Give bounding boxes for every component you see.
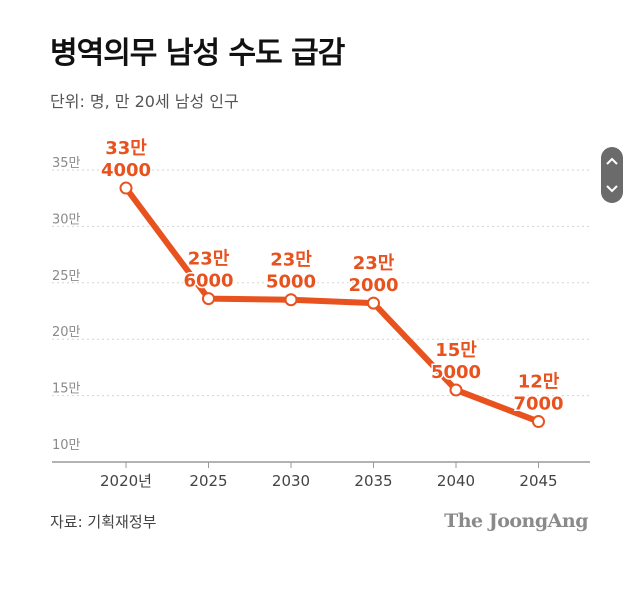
x-tick-label: 2030 xyxy=(272,472,310,490)
chevron-down-icon[interactable] xyxy=(601,175,623,203)
grid-lines xyxy=(52,169,590,397)
source-note: 자료: 기획재정부 xyxy=(50,513,157,531)
x-tick-label: 2035 xyxy=(354,472,392,490)
chevron-up-icon[interactable] xyxy=(601,147,623,175)
x-tick-label: 2025 xyxy=(189,472,227,490)
data-label: 33만 4000 xyxy=(101,138,151,181)
y-tick-label: 20만 xyxy=(52,325,81,340)
x-axis-ticks: 2020년 2025 2030 2035 2040 2045 xyxy=(100,462,558,490)
data-label: 23만 2000 xyxy=(348,253,398,296)
y-tick-label: 30만 xyxy=(52,212,81,227)
data-label: 23만 6000 xyxy=(183,249,233,292)
y-tick-label: 35만 xyxy=(52,156,81,171)
y-tick-label: 25만 xyxy=(52,269,81,284)
data-point xyxy=(119,181,133,195)
y-axis-ticks: 10만 15만 20만 25만 30만 35만 xyxy=(52,156,81,453)
y-tick-label: 10만 xyxy=(52,438,81,453)
series-population xyxy=(119,181,545,429)
data-label: 23만 5000 xyxy=(266,250,316,293)
data-point xyxy=(284,293,298,307)
series-line xyxy=(123,185,542,425)
chart-title: 병역의무 남성 수도 급감 xyxy=(50,36,345,71)
data-point xyxy=(449,383,463,397)
data-label: 15만 5000 xyxy=(431,340,481,383)
brand-logo: The JoongAng xyxy=(444,510,588,532)
data-label: 12만 7000 xyxy=(513,372,563,415)
x-tick-label: 2020년 xyxy=(100,472,152,490)
chart-subtitle: 단위: 명, 만 20세 남성 인구 xyxy=(50,92,239,111)
data-point xyxy=(367,296,380,310)
data-point xyxy=(532,415,545,429)
data-point xyxy=(202,292,215,306)
data-labels: 33만 4000 23만 6000 23만 5000 23만 2000 15만 5000 12만 70… xyxy=(99,137,565,416)
x-tick-label: 2040 xyxy=(437,472,475,490)
y-tick-label: 15만 xyxy=(52,382,81,397)
scroll-widget[interactable] xyxy=(601,147,623,203)
x-tick-label: 2045 xyxy=(519,472,557,490)
